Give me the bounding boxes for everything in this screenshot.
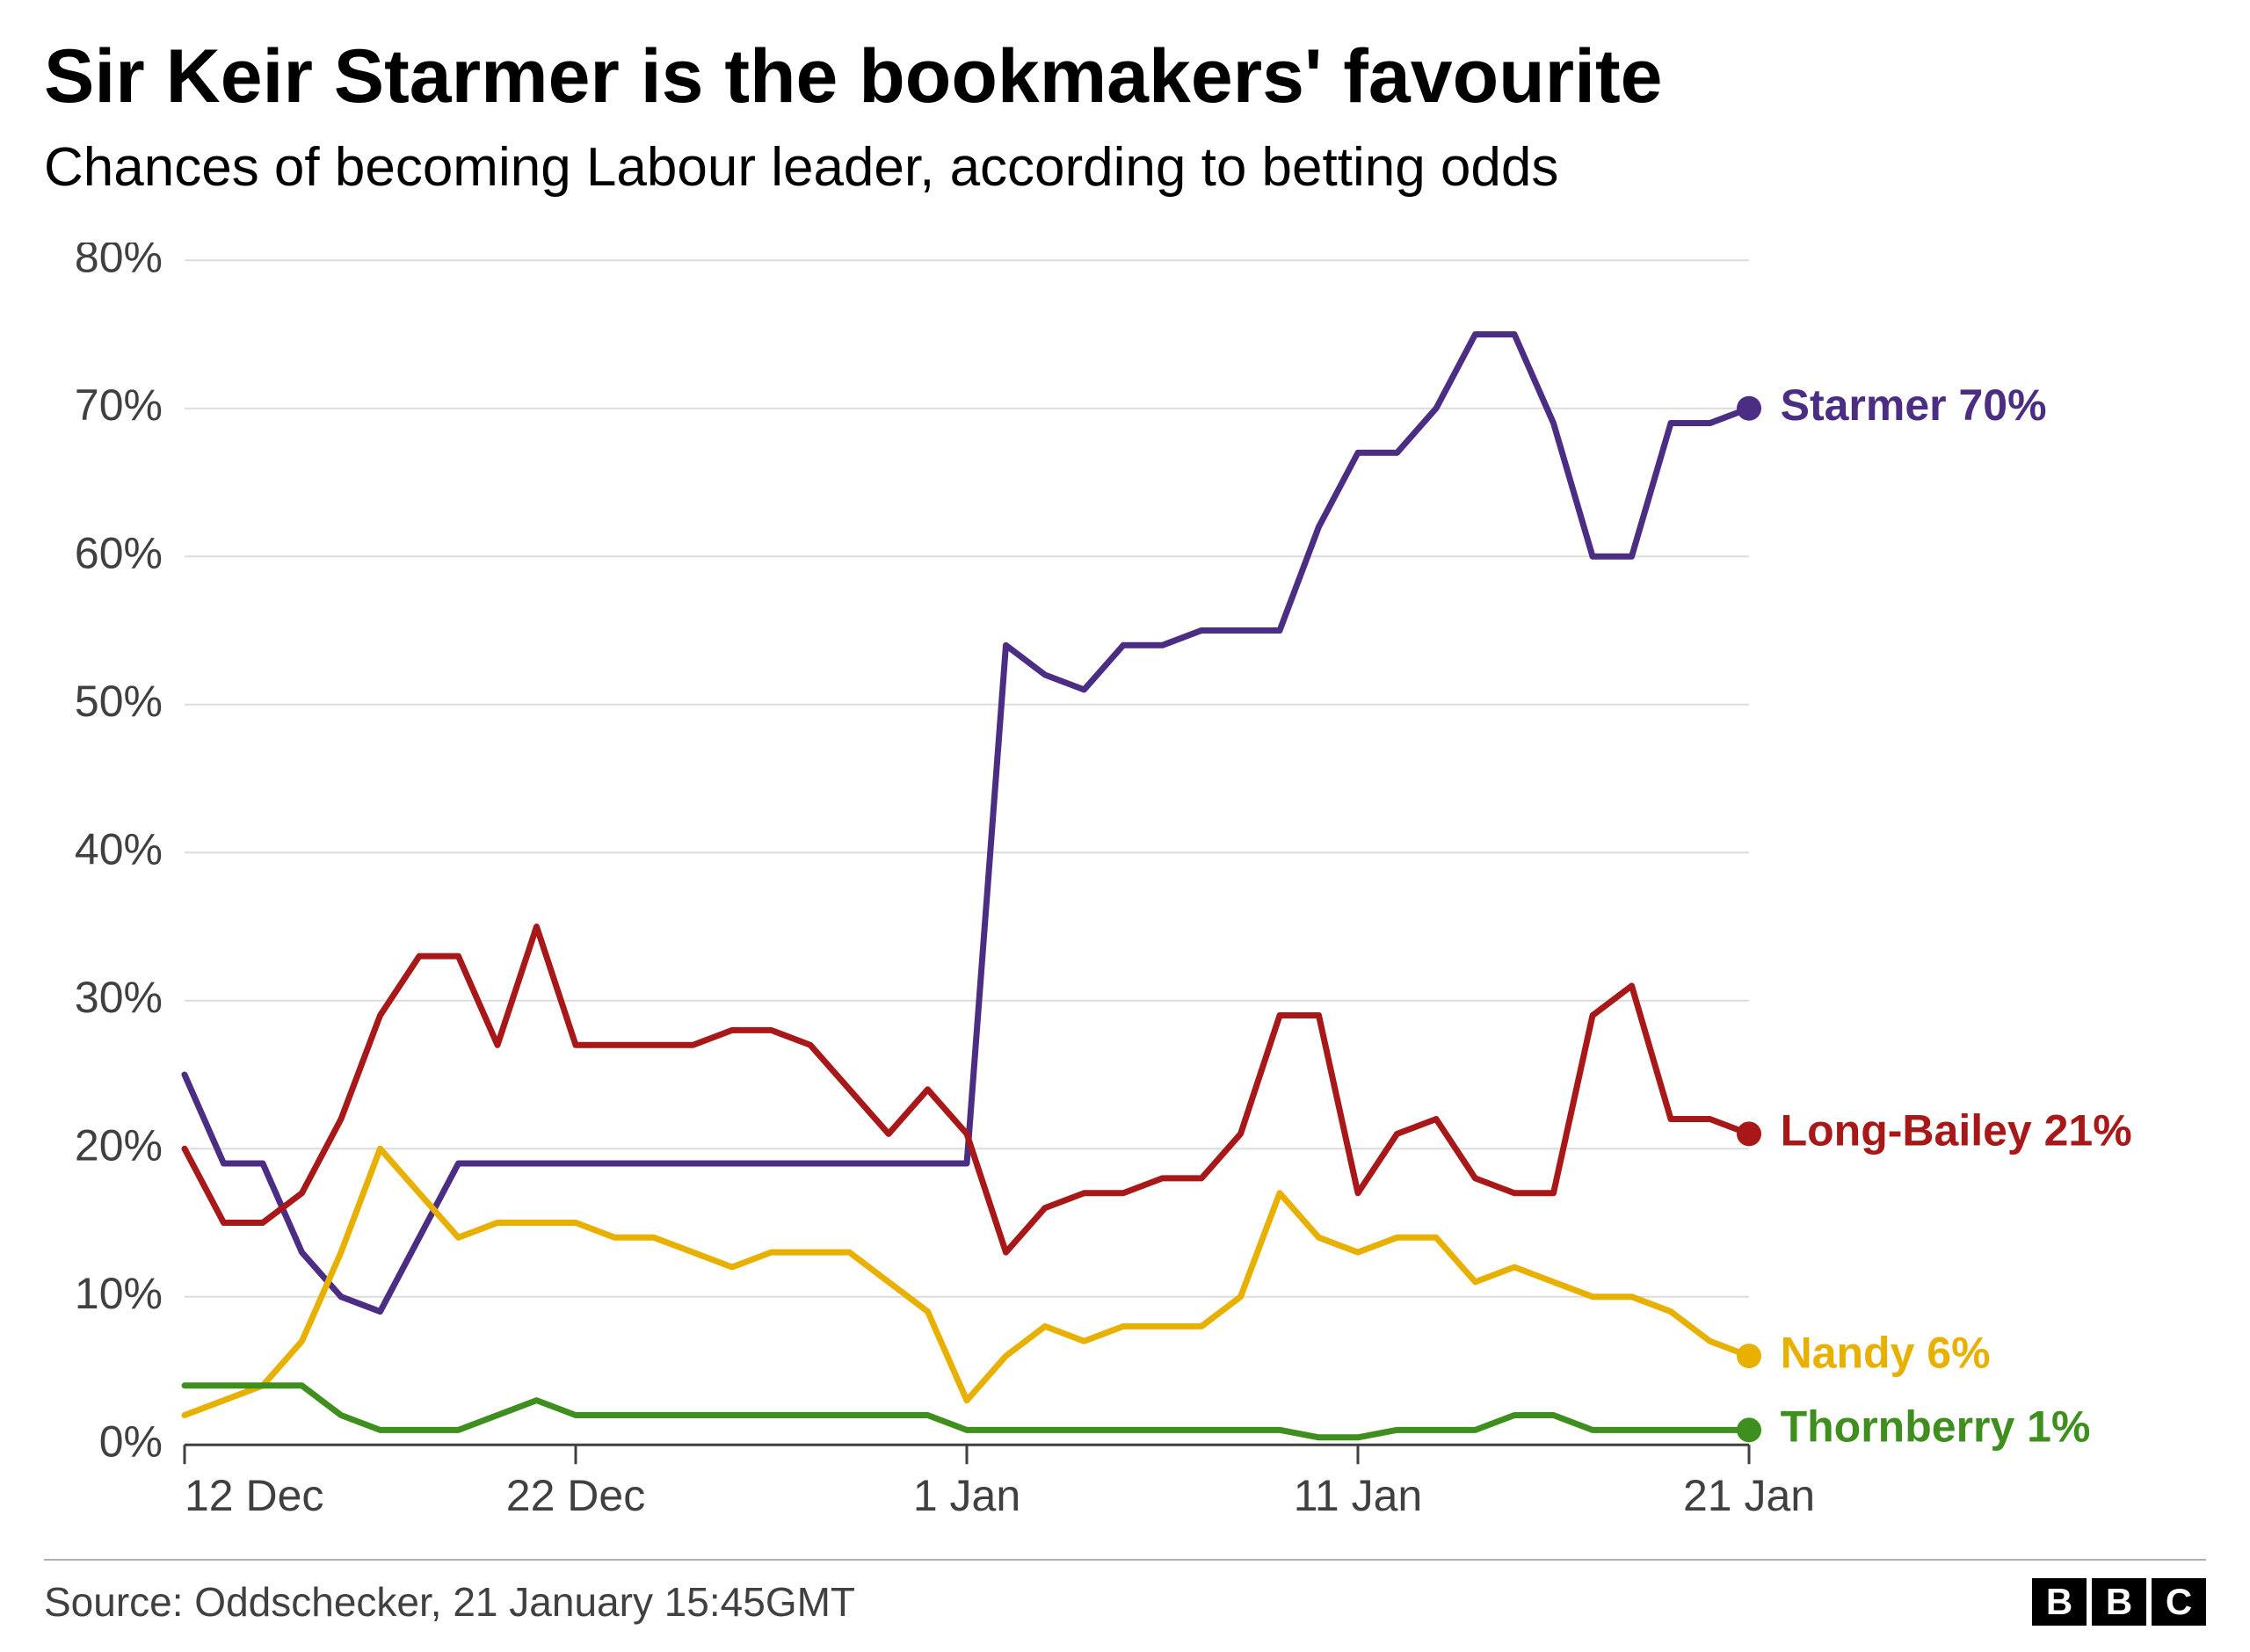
svg-text:22 Dec: 22 Dec (506, 1471, 645, 1520)
svg-text:40%: 40% (75, 824, 163, 873)
svg-text:70%: 70% (75, 380, 163, 430)
svg-text:Long-Bailey 21%: Long-Bailey 21% (1781, 1105, 2132, 1155)
bbc-logo-letter: C (2152, 1578, 2206, 1626)
bbc-logo: B B C (2032, 1578, 2206, 1626)
svg-text:50%: 50% (75, 677, 163, 726)
chart-area: 0% 10% 20% 30% 40% 50% 60% 70% 80% 12 Dec 22 Dec 1 … (44, 243, 2206, 1541)
svg-text:11 Jan: 11 Jan (1294, 1471, 1422, 1520)
svg-text:10%: 10% (75, 1269, 163, 1318)
svg-text:Thornberry 1%: Thornberry 1% (1781, 1402, 2091, 1451)
svg-text:1 Jan: 1 Jan (913, 1471, 1020, 1520)
line-chart-svg: 0% 10% 20% 30% 40% 50% 60% 70% 80% 12 Dec 22 Dec 1 … (44, 243, 2206, 1541)
chart-footer: Source: Oddschecker, 21 January 15:45GMT… (44, 1559, 2206, 1626)
svg-text:80%: 80% (75, 243, 163, 281)
source-text: Source: Oddschecker, 21 January 15:45GMT (44, 1578, 855, 1626)
svg-text:30%: 30% (75, 973, 163, 1022)
chart-title: Sir Keir Starmer is the bookmakers' favo… (44, 35, 2206, 119)
svg-text:60%: 60% (75, 528, 163, 577)
svg-text:12 Dec: 12 Dec (185, 1471, 323, 1520)
svg-text:Nandy 6%: Nandy 6% (1781, 1328, 1991, 1377)
svg-text:Starmer 70%: Starmer 70% (1781, 380, 2047, 430)
svg-text:0%: 0% (99, 1417, 163, 1466)
chart-subtitle: Chances of becoming Labour leader, accor… (44, 136, 2206, 199)
bbc-logo-letter: B (2092, 1578, 2146, 1626)
svg-text:20%: 20% (75, 1120, 163, 1170)
svg-text:21 Jan: 21 Jan (1683, 1471, 1815, 1520)
bbc-logo-letter: B (2032, 1578, 2087, 1626)
